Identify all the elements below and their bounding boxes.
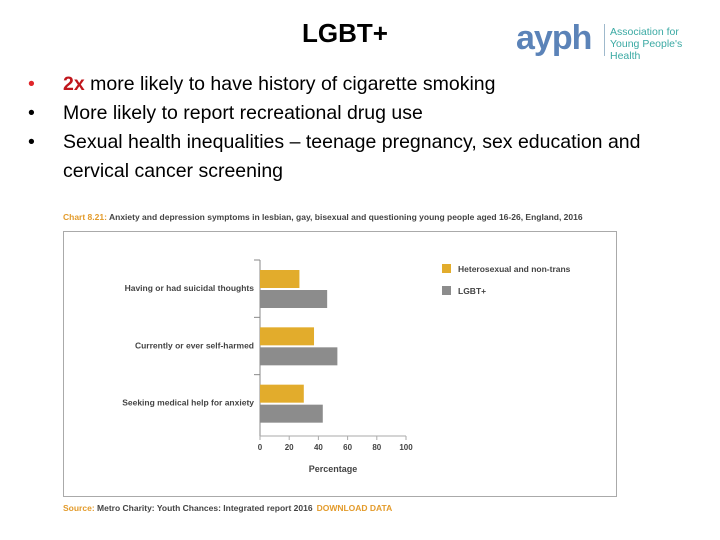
logo-divider — [604, 24, 605, 56]
bullet-dot: • — [28, 102, 35, 124]
legend-swatch — [442, 286, 451, 295]
slide-title: LGBT+ — [302, 18, 388, 48]
chart-caption-number: Chart 8.21: — [63, 212, 107, 222]
bullet-text: Sexual health inequalities – teenage pre… — [63, 131, 641, 182]
x-tick-label: 40 — [314, 443, 323, 452]
x-tick-label: 80 — [372, 443, 381, 452]
bullet-dot: • — [28, 131, 35, 153]
bullet-highlight: 2x — [63, 73, 85, 95]
chart-source: Source: Metro Charity: Youth Chances: In… — [63, 503, 392, 513]
category-label: Currently or ever self-harmed — [135, 340, 254, 350]
x-tick-label: 100 — [399, 443, 413, 452]
x-tick-label: 60 — [343, 443, 352, 452]
bar-chart: 0 20 40 60 80 100 Percentage Having or had suic… — [122, 259, 571, 474]
bar — [260, 384, 304, 403]
bullet-text: more likely to have history of cigarette… — [84, 73, 496, 95]
bar — [260, 270, 300, 288]
bullet-item: • 2x more likely to have history of ciga… — [28, 70, 698, 99]
bullet-item: • More likely to report recreational dru… — [28, 99, 698, 128]
x-tick-label: 20 — [285, 443, 294, 452]
x-axis-title: Percentage — [309, 464, 358, 474]
source-text: Metro Charity: Youth Chances: Integrated… — [94, 503, 313, 513]
bar — [260, 404, 323, 423]
bar — [260, 290, 328, 308]
x-tick-label: 0 — [258, 443, 263, 452]
bullet-list: • 2x more likely to have history of ciga… — [28, 70, 698, 186]
category-label: Having or had suicidal thoughts — [125, 283, 255, 293]
legend-swatch — [442, 264, 451, 273]
chart-caption-text: Anxiety and depression symptoms in lesbi… — [106, 212, 583, 222]
bar — [260, 327, 315, 346]
logo-line-1: Association for — [610, 26, 679, 38]
legend-label: Heterosexual and non-trans — [458, 264, 571, 274]
bullet-dot: • — [28, 73, 35, 95]
bar — [260, 347, 338, 366]
bullet-item: • Sexual health inequalities – teenage p… — [28, 128, 698, 186]
ayph-logo: ayph Association for Young People's Heal… — [516, 18, 712, 62]
logo-mark: ayph — [516, 19, 592, 57]
legend-label: LGBT+ — [458, 286, 486, 296]
download-data-link[interactable]: DOWNLOAD DATA — [316, 503, 393, 513]
logo-text: Association for Young People's Health — [610, 26, 712, 62]
source-label: Source: — [63, 503, 95, 513]
bullet-text: More likely to report recreational drug … — [63, 102, 423, 124]
category-label: Seeking medical help for anxiety — [122, 398, 254, 408]
logo-line-2: Young People's Health — [610, 38, 683, 62]
chart-caption: Chart 8.21: Anxiety and depression sympt… — [63, 212, 583, 222]
chart-frame: 0 20 40 60 80 100 Percentage Having or had suic… — [63, 231, 617, 497]
